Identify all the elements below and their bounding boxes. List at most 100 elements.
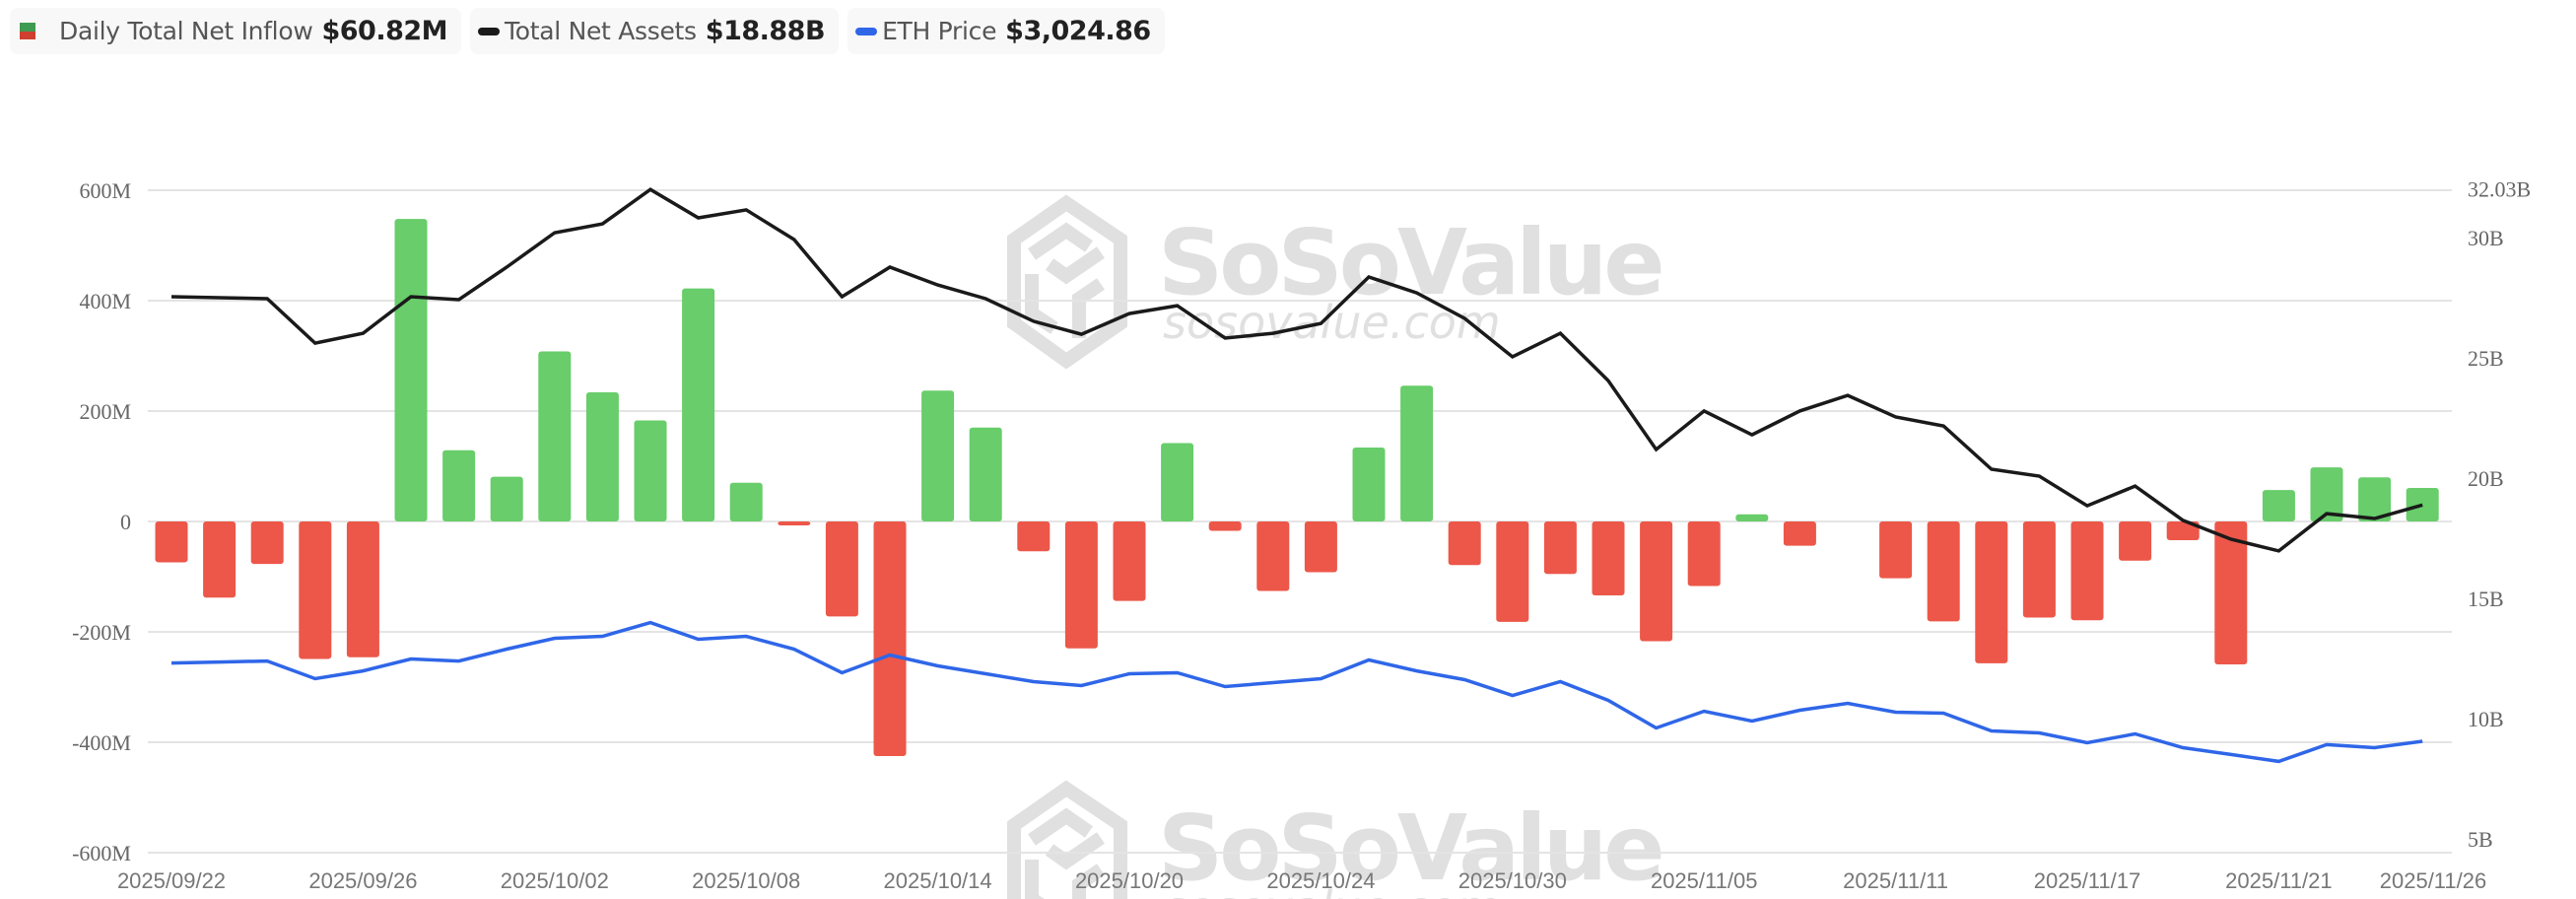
x-axis-tick: 2025/11/11 bbox=[1843, 868, 1948, 893]
x-axis-tick: 2025/09/26 bbox=[308, 868, 417, 893]
net-inflow-bar[interactable] bbox=[585, 391, 619, 521]
right-axis-tick: 5B bbox=[2468, 827, 2493, 852]
net-inflow-bar[interactable] bbox=[1400, 385, 1434, 521]
net-inflow-bar[interactable] bbox=[2166, 521, 2200, 541]
net-inflow-bar[interactable] bbox=[825, 521, 858, 617]
right-axis-tick: 20B bbox=[2468, 466, 2504, 491]
right-axis-tick: 10B bbox=[2468, 707, 2504, 731]
net-inflow-bar[interactable] bbox=[1640, 521, 1673, 642]
x-axis: 2025/09/22 2025/09/26 2025/10/02 2025/10/08… bbox=[117, 868, 2486, 893]
net-inflow-bar[interactable] bbox=[490, 476, 523, 521]
right-axis-tick: 15B bbox=[2468, 587, 2504, 611]
x-axis-tick: 2025/10/14 bbox=[884, 868, 992, 893]
net-inflow-bar[interactable] bbox=[538, 351, 572, 521]
net-inflow-bar[interactable] bbox=[634, 420, 667, 521]
net-inflow-bar[interactable] bbox=[1975, 521, 2008, 663]
sosovalue-logo-icon bbox=[1007, 780, 1127, 899]
net-inflow-bar[interactable] bbox=[394, 219, 428, 521]
net-inflow-bar[interactable] bbox=[1064, 521, 1098, 649]
eth-price-line[interactable] bbox=[170, 620, 2423, 764]
legend-value: $18.88B bbox=[705, 16, 826, 46]
gridlines bbox=[148, 189, 2452, 854]
net-inflow-bar[interactable] bbox=[1113, 521, 1146, 601]
net-inflow-bar[interactable] bbox=[1256, 521, 1290, 591]
net-inflow-bar[interactable] bbox=[1687, 521, 1721, 587]
x-axis-tick: 2025/10/30 bbox=[1458, 868, 1567, 893]
net-inflow-bar[interactable] bbox=[873, 521, 907, 756]
line-icon bbox=[478, 27, 501, 35]
net-inflow-bar[interactable] bbox=[442, 450, 476, 521]
net-inflow-bar[interactable] bbox=[2310, 467, 2343, 521]
left-axis-tick: -200M bbox=[72, 620, 131, 645]
right-axis-tick: 30B bbox=[2468, 226, 2504, 250]
net-inflow-bar[interactable] bbox=[299, 521, 332, 659]
legend-value: $60.82M bbox=[321, 16, 448, 46]
net-inflow-bar[interactable] bbox=[2262, 490, 2295, 521]
net-inflow-bar[interactable] bbox=[346, 521, 379, 657]
left-axis-tick: 600M bbox=[79, 178, 131, 203]
right-y-axis: 32.03B 30B 25B 20B 15B 10B 5B bbox=[2468, 176, 2531, 852]
net-inflow-bar[interactable] bbox=[682, 288, 715, 521]
left-y-axis: 600M 400M 200M 0 -200M -400M -600M bbox=[72, 178, 131, 865]
net-inflow-bars bbox=[155, 219, 2439, 756]
net-inflow-bar[interactable] bbox=[1496, 521, 1529, 622]
net-inflow-bar[interactable] bbox=[1161, 443, 1194, 521]
net-inflow-bar[interactable] bbox=[1304, 521, 1337, 573]
net-inflow-bar[interactable] bbox=[921, 390, 955, 521]
legend-item-net-inflow[interactable]: Daily Total Net Inflow $60.82M bbox=[10, 8, 462, 54]
x-axis-tick: 2025/10/08 bbox=[692, 868, 800, 893]
net-inflow-bar[interactable] bbox=[1352, 447, 1386, 521]
net-inflow-bar[interactable] bbox=[1735, 514, 1769, 521]
legend-item-total-net-assets[interactable]: Total Net Assets $18.88B bbox=[470, 8, 840, 54]
net-inflow-bar[interactable] bbox=[1448, 521, 1481, 566]
series-lines bbox=[170, 187, 2423, 764]
watermark-url: sosovalue.com bbox=[1163, 296, 1501, 349]
net-inflow-bar[interactable] bbox=[2214, 521, 2248, 665]
net-inflow-bar[interactable] bbox=[729, 482, 763, 521]
net-inflow-bar[interactable] bbox=[1208, 521, 1242, 531]
watermark-brand: SoSoValue bbox=[1158, 795, 1661, 899]
net-inflow-bar[interactable] bbox=[2358, 477, 2392, 521]
left-axis-tick: 0 bbox=[120, 510, 131, 534]
net-inflow-bar[interactable] bbox=[778, 521, 811, 525]
right-axis-tick: 25B bbox=[2468, 346, 2504, 371]
net-inflow-bar[interactable] bbox=[1783, 521, 1816, 546]
net-inflow-bar[interactable] bbox=[155, 521, 188, 563]
net-inflow-bar[interactable] bbox=[203, 521, 237, 598]
net-inflow-bar[interactable] bbox=[1592, 521, 1625, 596]
left-axis-tick: 200M bbox=[79, 399, 131, 424]
x-axis-tick: 2025/10/02 bbox=[501, 868, 609, 893]
net-inflow-bar[interactable] bbox=[2070, 521, 2104, 621]
net-inflow-bar[interactable] bbox=[969, 427, 1002, 521]
x-axis-tick: 2025/11/05 bbox=[1651, 868, 1757, 893]
left-axis-tick: 400M bbox=[79, 289, 131, 313]
watermark-brand: SoSoValue bbox=[1158, 210, 1661, 315]
legend-label: Total Net Assets bbox=[505, 17, 697, 45]
legend-label: ETH Price bbox=[882, 17, 997, 45]
x-axis-tick: 2025/10/20 bbox=[1075, 868, 1184, 893]
legend-label: Daily Total Net Inflow bbox=[59, 17, 313, 45]
net-inflow-bar[interactable] bbox=[1927, 521, 1960, 622]
bar-icon bbox=[20, 23, 35, 39]
net-inflow-bar[interactable] bbox=[250, 521, 284, 565]
left-axis-tick: -600M bbox=[72, 841, 131, 865]
legend-value: $3,024.86 bbox=[1005, 16, 1151, 46]
right-axis-tick: 32.03B bbox=[2468, 176, 2531, 201]
total-net-assets-line[interactable] bbox=[170, 187, 2423, 553]
net-inflow-bar[interactable] bbox=[1017, 521, 1051, 552]
line-icon bbox=[855, 27, 878, 35]
watermark: SoSoValuesosovalue.comSoSoValuesosovalue… bbox=[1007, 194, 1665, 899]
x-axis-tick: 2025/11/17 bbox=[2034, 868, 2140, 893]
x-axis-tick: 2025/11/21 bbox=[2225, 868, 2332, 893]
net-inflow-bar[interactable] bbox=[2022, 521, 2056, 618]
x-axis-tick: 2025/09/22 bbox=[117, 868, 226, 893]
legend-item-eth-price[interactable]: ETH Price $3,024.86 bbox=[847, 8, 1165, 54]
x-axis-tick: 2025/11/26 bbox=[2380, 868, 2486, 893]
net-inflow-bar[interactable] bbox=[2119, 521, 2152, 561]
net-inflow-bar[interactable] bbox=[1543, 521, 1577, 575]
sosovalue-logo-icon bbox=[1007, 194, 1127, 370]
chart-legend: Daily Total Net Inflow $60.82M Total Net… bbox=[10, 8, 1165, 54]
net-inflow-bar[interactable] bbox=[2406, 487, 2439, 521]
net-inflow-bar[interactable] bbox=[1879, 521, 1913, 579]
